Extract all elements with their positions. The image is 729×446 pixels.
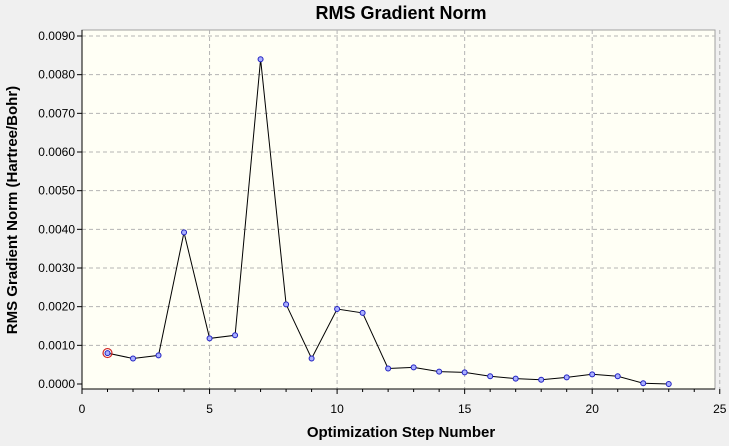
data-point[interactable] bbox=[385, 365, 392, 372]
data-point[interactable] bbox=[359, 309, 366, 316]
y-tick-label: 0.0090 bbox=[38, 29, 75, 43]
data-point[interactable] bbox=[283, 301, 290, 308]
data-point[interactable] bbox=[461, 369, 468, 376]
x-tick-label: 0 bbox=[79, 402, 86, 416]
x-tick-labels: 0 5 10 15 20 25 bbox=[79, 402, 727, 416]
data-point[interactable] bbox=[614, 373, 621, 380]
data-point[interactable] bbox=[640, 380, 647, 387]
y-tick-label: 0.0060 bbox=[38, 145, 75, 159]
grid bbox=[82, 30, 721, 389]
data-point[interactable] bbox=[538, 376, 545, 383]
x-axis-label: Optimization Step Number bbox=[307, 424, 496, 441]
data-point[interactable] bbox=[206, 335, 213, 342]
axes bbox=[77, 30, 721, 394]
data-point[interactable] bbox=[436, 368, 443, 375]
data-point[interactable] bbox=[257, 56, 264, 63]
y-tick-label: 0.0020 bbox=[38, 300, 75, 314]
x-tick-label: 20 bbox=[586, 402, 600, 416]
data-point[interactable] bbox=[308, 355, 315, 362]
x-tick-label: 5 bbox=[206, 402, 213, 416]
data-point[interactable] bbox=[589, 371, 596, 378]
data-point[interactable] bbox=[181, 229, 188, 236]
y-tick-label: 0.0070 bbox=[38, 106, 75, 120]
y-tick-labels: 0.0000 0.0010 0.0020 0.0030 0.0040 0.0050 0.00… bbox=[38, 29, 75, 391]
data-point[interactable] bbox=[104, 350, 111, 357]
x-tick-label: 25 bbox=[713, 402, 727, 416]
data-point[interactable] bbox=[334, 305, 341, 312]
y-tick-label: 0.0030 bbox=[38, 261, 75, 275]
y-tick-label: 0.0050 bbox=[38, 184, 75, 198]
y-tick-label: 0.0010 bbox=[38, 338, 75, 352]
chart-title: RMS Gradient Norm bbox=[315, 3, 486, 23]
data-point[interactable] bbox=[155, 352, 162, 359]
y-tick-label: 0.0000 bbox=[38, 377, 75, 391]
data-point[interactable] bbox=[512, 375, 519, 382]
data-point[interactable] bbox=[410, 364, 417, 371]
data-point[interactable] bbox=[563, 374, 570, 381]
data-point[interactable] bbox=[665, 381, 672, 387]
data-point[interactable] bbox=[130, 355, 137, 362]
y-tick-label: 0.0040 bbox=[38, 222, 75, 236]
series bbox=[102, 56, 672, 387]
y-tick-label: 0.0080 bbox=[38, 68, 75, 82]
data-point[interactable] bbox=[232, 332, 239, 339]
plot-area bbox=[81, 29, 716, 390]
y-axis-label: RMS Gradient Norm (Hartree/Bohr) bbox=[4, 86, 21, 334]
data-point[interactable] bbox=[487, 373, 494, 380]
x-tick-label: 10 bbox=[330, 402, 344, 416]
selected-point-marker[interactable] bbox=[102, 347, 113, 359]
x-tick-label: 15 bbox=[458, 402, 472, 416]
